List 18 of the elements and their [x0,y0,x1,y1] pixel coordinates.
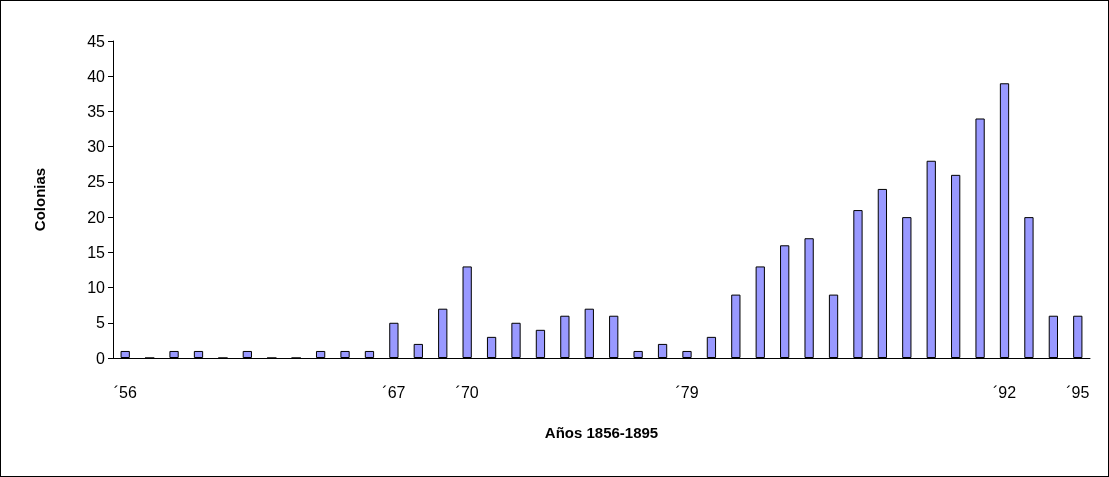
y-tick-label: 20 [87,208,106,226]
y-tick-label: 15 [87,243,106,261]
y-tick-label: 25 [87,173,106,191]
x-axis-title: Años 1856-1895 [544,424,659,441]
x-tick-label: ´95 [1066,383,1090,401]
x-tick-label: ´92 [992,383,1017,401]
y-tick-label: 35 [87,102,106,120]
y-tick-label: 45 [87,32,106,50]
y-tick-label: 0 [96,349,106,367]
x-tick-label: ´79 [675,383,699,401]
y-axis-title: Colonias [31,167,48,232]
x-tick-label: ´70 [455,383,479,401]
y-tick-label: 30 [87,138,106,156]
y-tick-label: 5 [96,314,106,332]
y-tick-label: 40 [87,67,106,85]
y-tick-label: 10 [87,279,106,297]
x-tick-label: ´56 [113,383,137,401]
x-tick-label: ´67 [382,383,406,401]
